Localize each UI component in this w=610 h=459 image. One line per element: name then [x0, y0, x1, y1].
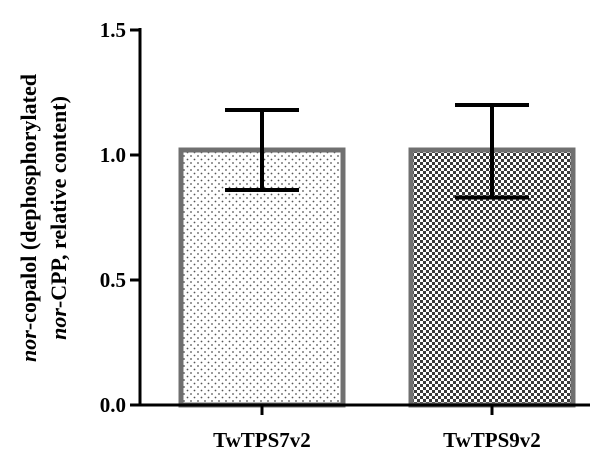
- axes-layer: [130, 28, 590, 415]
- ylabel-line1-italic: nor: [16, 330, 41, 362]
- ylabel-line1-rest: -copalol (dephosphorylated: [16, 74, 41, 330]
- ylabel-line2-rest: -CPP, relative content): [46, 96, 71, 308]
- y-tick-label-0-0: 0.0: [100, 393, 126, 417]
- bar-twtps7v2: [178, 147, 346, 408]
- ylabel-line2-italic: nor: [46, 308, 71, 340]
- y-tick-labels: 0.0 0.5 1.0 1.5: [100, 18, 126, 417]
- y-tick-label-0-5: 0.5: [100, 268, 126, 292]
- svg-text:nor-CPP, relative content): nor-CPP, relative content): [46, 96, 71, 340]
- y-tick-label-1-0: 1.0: [100, 143, 126, 167]
- x-tick-label-twtps7v2: TwTPS7v2: [213, 428, 311, 452]
- y-axis-label: nor-copalol (dephosphorylated nor-CPP, r…: [16, 74, 71, 362]
- y-tick-label-1-5: 1.5: [100, 18, 126, 42]
- svg-text:nor-copalol (dephosphorylated: nor-copalol (dephosphorylated: [16, 74, 41, 362]
- error-bars-layer: [225, 103, 529, 200]
- x-tick-label-twtps9v2: TwTPS9v2: [443, 428, 541, 452]
- x-tick-labels: TwTPS7v2 TwTPS9v2: [213, 428, 541, 452]
